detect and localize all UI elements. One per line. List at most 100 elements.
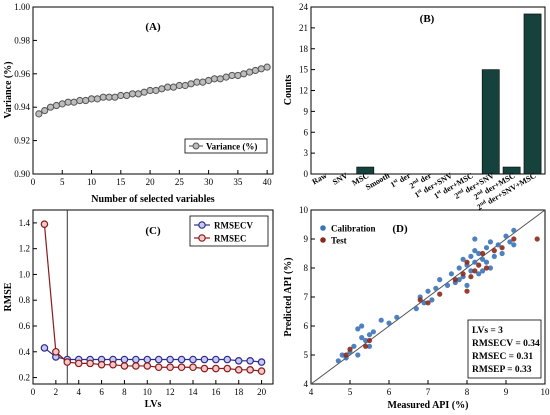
panel-d-point-calibration <box>468 268 474 274</box>
panel-c-xtick-label: 10 <box>143 387 153 397</box>
panel-c-xtick-label: 0 <box>31 387 36 397</box>
panel-c-ytick-label: 1.4 <box>19 218 31 228</box>
panel-a-point <box>228 71 236 80</box>
panel-d-point-calibration <box>386 320 392 326</box>
panel-a-point <box>58 100 66 108</box>
panel-c-xtick-label: 16 <box>211 387 221 397</box>
panel-d-point-calibration <box>476 250 482 257</box>
panel-d-point-test <box>476 262 482 268</box>
panel-a-point <box>93 95 101 103</box>
panel-a-point <box>70 98 78 106</box>
panel-d-point-test <box>464 259 470 265</box>
panel-c-yticks: 0.2 0.4 0.6 0.8 1.0 1.2 1.4 <box>19 218 37 383</box>
panel-d-point-test <box>452 277 458 283</box>
panel-d-point-calibration <box>456 265 462 271</box>
panel-a-xtick-label: 0 <box>31 177 36 187</box>
panel-d-xticks: 4 5 6 7 8 9 10 <box>309 380 550 397</box>
panel-a-point <box>105 93 113 101</box>
panel-a-point <box>240 70 248 78</box>
panel-d-point-calibration <box>359 323 365 329</box>
panel-b-title: (B) <box>420 13 435 25</box>
panel-c-ylabel: RMSE <box>3 282 14 311</box>
panel-a-point <box>222 73 230 81</box>
panel-d-series <box>335 227 540 364</box>
panel-d-point-calibration <box>472 259 478 265</box>
panel-c-point-rmsec <box>40 220 49 228</box>
panel-d-point-test <box>499 245 505 251</box>
panel-d-xtick-label: 6 <box>387 387 392 397</box>
panel-c-point-rmsecv <box>212 355 220 364</box>
panel-a-ytick-label: 0.96 <box>14 69 30 79</box>
panel-d-yticks: 4 5 6 7 8 9 10 <box>299 205 315 389</box>
panel-b-ytick-label: 12 <box>299 86 308 96</box>
panel-c-point-rmsec <box>120 362 129 370</box>
panel-a-point <box>205 76 213 85</box>
panel-a-ylabel: Variance (%) <box>3 61 14 118</box>
panel-a-xticks: 0 5 10 15 20 25 30 35 40 <box>31 170 272 187</box>
panel-d-ytick-label: 4 <box>304 379 309 389</box>
panel-a-point <box>46 103 55 111</box>
panel-a-ytick-label: 0.94 <box>14 102 30 112</box>
panel-c-point-rmsecv <box>154 355 163 364</box>
panel-a-xtick-label: 30 <box>204 177 214 187</box>
panel-c-legend-marker-rmsec <box>198 234 206 242</box>
panel-a-xtick-label: 20 <box>146 177 156 187</box>
panel-d-point-calibration <box>456 277 462 283</box>
panel-d-point-calibration <box>483 259 490 265</box>
panel-d-ytick-label: 5 <box>304 350 309 360</box>
panel-a-point <box>234 71 242 80</box>
panel-c-xtick-label: 14 <box>189 387 199 397</box>
panel-a-legend: Variance (%) <box>184 138 268 154</box>
panel-c-xtick-label: 12 <box>166 387 175 397</box>
panel-d-point-test <box>464 288 470 294</box>
panel-d-annotation-rmsec: RMSEC = 0.31 <box>472 352 533 362</box>
panel-d-point-calibration <box>495 242 501 248</box>
panel-d-point-test <box>363 343 369 349</box>
panel-c-legend-label-rmsec: RMSEC <box>214 234 247 244</box>
panel-d-point-calibration <box>499 250 505 257</box>
panel-c-point-rmsecv <box>246 356 254 365</box>
panel-c-xtick-label: 20 <box>257 387 267 397</box>
panel-b-bar <box>356 166 375 175</box>
panel-c-ytick-label: 0.2 <box>19 373 30 383</box>
panel-a-point <box>87 95 96 103</box>
panel-d-point-test <box>366 337 373 344</box>
panel-b-bars <box>356 13 542 175</box>
panel-b-category-label: SNV <box>331 171 350 187</box>
panel-a-point <box>117 91 125 100</box>
panel-d-point-calibration <box>464 282 470 288</box>
panel-d-point-calibration <box>503 233 509 239</box>
panel-d-point-calibration <box>483 245 490 251</box>
panel-d-point-test <box>437 291 443 297</box>
panel-a-legend-label: Variance (%) <box>206 142 257 152</box>
panel-a-point <box>187 80 195 88</box>
panel-a-series <box>35 63 271 118</box>
panel-c-xtick-label: 8 <box>122 387 127 397</box>
panel-b-ylabel: Counts <box>283 75 294 106</box>
panel-c-point-rmsec <box>74 359 83 368</box>
panel-a-point <box>251 66 260 75</box>
panel-c-point-rmsecv <box>166 355 174 364</box>
panel-b-ytick-label: 0 <box>304 169 309 179</box>
panel-a-yticks: 0.90 0.92 0.94 0.96 0.98 1.00 <box>14 2 37 179</box>
panel-d-point-test <box>417 297 423 303</box>
panel-d-point-calibration <box>363 337 369 344</box>
panel-d-ytick-label: 10 <box>299 205 309 215</box>
panel-d-point-test <box>483 265 490 271</box>
panel-a-point <box>181 81 189 90</box>
panel-a-xtick-label: 35 <box>233 177 243 187</box>
panel-d-point-calibration <box>444 282 451 288</box>
panel-c-point-rmsec <box>246 366 254 374</box>
panel-c-frame <box>32 209 274 385</box>
panel-a-point <box>123 91 131 100</box>
panel-d-xtick-label: 10 <box>541 387 550 397</box>
panel-a-ytick-label: 0.98 <box>14 35 30 45</box>
panel-a-legend-marker <box>192 142 200 150</box>
panel-b-frame <box>310 6 546 175</box>
panel-c-point-rmsec <box>212 364 220 373</box>
panel-b-yticks: 0 3 6 9 12 15 18 21 24 <box>299 2 315 179</box>
panel-d-point-calibration <box>370 329 376 335</box>
panel-d-xtick-label: 4 <box>309 387 314 397</box>
